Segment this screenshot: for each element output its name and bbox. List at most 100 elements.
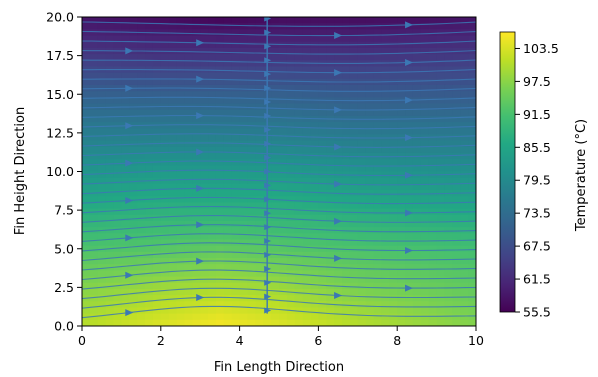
- heatmap-cell: [160, 171, 170, 179]
- heatmap-cell: [349, 220, 359, 228]
- heatmap-cell: [247, 282, 256, 290]
- heatmap-cell: [397, 103, 406, 111]
- heatmap-cell: [105, 196, 115, 203]
- heatmap-cell: [247, 319, 256, 326]
- colorbar-tick-label: 61.5: [523, 272, 551, 287]
- heatmap-cell: [192, 177, 201, 185]
- heatmap-cell: [208, 245, 217, 253]
- heatmap-cell: [460, 220, 469, 228]
- heatmap-cell: [460, 251, 469, 259]
- heatmap-cell: [176, 72, 186, 80]
- heatmap-cell: [168, 60, 178, 68]
- heatmap-cell: [208, 208, 217, 216]
- heatmap-cell: [176, 245, 186, 253]
- heatmap-cell: [82, 183, 91, 191]
- heatmap-cell: [279, 134, 288, 142]
- heatmap-cell: [215, 35, 225, 43]
- heatmap-cell: [255, 239, 264, 247]
- heatmap-cell: [137, 60, 146, 68]
- heatmap-cell: [436, 196, 446, 203]
- heatmap-cell: [247, 29, 256, 37]
- heatmap-cell: [460, 23, 469, 30]
- heatmap-cell: [113, 307, 122, 315]
- heatmap-cell: [420, 23, 430, 30]
- heatmap-cell: [208, 23, 217, 30]
- heatmap-cell: [160, 78, 170, 86]
- heatmap-cell: [389, 307, 398, 315]
- heatmap-cell: [365, 220, 375, 228]
- heatmap-cell: [302, 177, 312, 185]
- heatmap-cell: [263, 313, 272, 321]
- heatmap-cell: [405, 307, 414, 315]
- heatmap-cell: [105, 152, 115, 160]
- heatmap-cell: [223, 72, 233, 80]
- heatmap-cell: [302, 146, 312, 154]
- heatmap-cell: [349, 109, 359, 117]
- heatmap-cell: [286, 276, 296, 284]
- heatmap-cell: [452, 152, 461, 160]
- y-tick-label: 7.5: [54, 203, 74, 218]
- heatmap-cell: [326, 103, 335, 111]
- heatmap-cell: [271, 122, 280, 129]
- heatmap-cell: [420, 35, 430, 43]
- heatmap-cell: [160, 251, 170, 259]
- heatmap-cell: [310, 103, 319, 111]
- heatmap-cell: [397, 109, 406, 117]
- heatmap-cell: [129, 301, 138, 309]
- heatmap-cell: [436, 103, 446, 111]
- seed-line-arrow: [264, 57, 272, 64]
- heatmap-cell: [239, 23, 249, 30]
- heatmap-cell: [302, 29, 312, 37]
- heatmap-cell: [420, 295, 430, 302]
- heatmap-cell: [405, 196, 414, 203]
- heatmap-cell: [279, 122, 288, 129]
- heatmap-cell: [137, 54, 146, 61]
- heatmap-cell: [152, 60, 162, 68]
- heatmap-cell: [326, 319, 335, 326]
- heatmap-cell: [152, 109, 162, 117]
- heatmap-cell: [444, 307, 453, 315]
- heatmap-cell: [357, 91, 367, 98]
- heatmap-cell: [436, 177, 446, 185]
- heatmap-cell: [420, 251, 430, 259]
- heatmap-cell: [412, 23, 422, 30]
- heatmap-cell: [334, 66, 343, 74]
- heatmap-cell: [460, 258, 469, 265]
- heatmap-cell: [200, 245, 209, 253]
- heatmap-cell: [271, 239, 280, 247]
- heatmap-cell: [373, 233, 383, 241]
- heatmap-cell: [310, 66, 319, 74]
- heatmap-cell: [389, 41, 398, 49]
- heatmap-cell: [405, 122, 414, 129]
- heatmap-cell: [145, 171, 154, 179]
- heatmap-cell: [89, 270, 99, 278]
- heatmap-cell: [326, 288, 335, 296]
- heatmap-cell: [271, 295, 280, 302]
- heatmap-cell: [121, 54, 130, 61]
- heatmap-cell: [215, 47, 225, 55]
- heatmap-cell: [231, 72, 241, 80]
- heatmap-cell: [152, 35, 162, 43]
- heatmap-cell: [121, 78, 130, 86]
- heatmap-cell: [176, 227, 186, 234]
- heatmap-cell: [231, 264, 241, 271]
- heatmap-cell: [105, 288, 115, 296]
- heatmap-cell: [97, 301, 107, 309]
- heatmap-cell: [208, 115, 217, 123]
- heatmap-cell: [279, 301, 288, 309]
- heatmap-cell: [436, 233, 446, 241]
- heatmap-cell: [279, 177, 288, 185]
- heatmap-cell: [412, 177, 422, 185]
- heatmap-cell: [129, 288, 138, 296]
- heatmap-cell: [113, 208, 122, 216]
- heatmap-cell: [444, 288, 453, 296]
- heatmap-cell: [381, 122, 390, 129]
- heatmap-cell: [468, 54, 476, 61]
- heatmap-cell: [239, 214, 249, 222]
- heatmap-cell: [342, 251, 351, 259]
- heatmap-cell: [160, 239, 170, 247]
- heatmap-cell: [412, 313, 422, 321]
- heatmap-cell: [231, 245, 241, 253]
- heatmap-cell: [373, 214, 383, 222]
- heatmap-cell: [247, 313, 256, 321]
